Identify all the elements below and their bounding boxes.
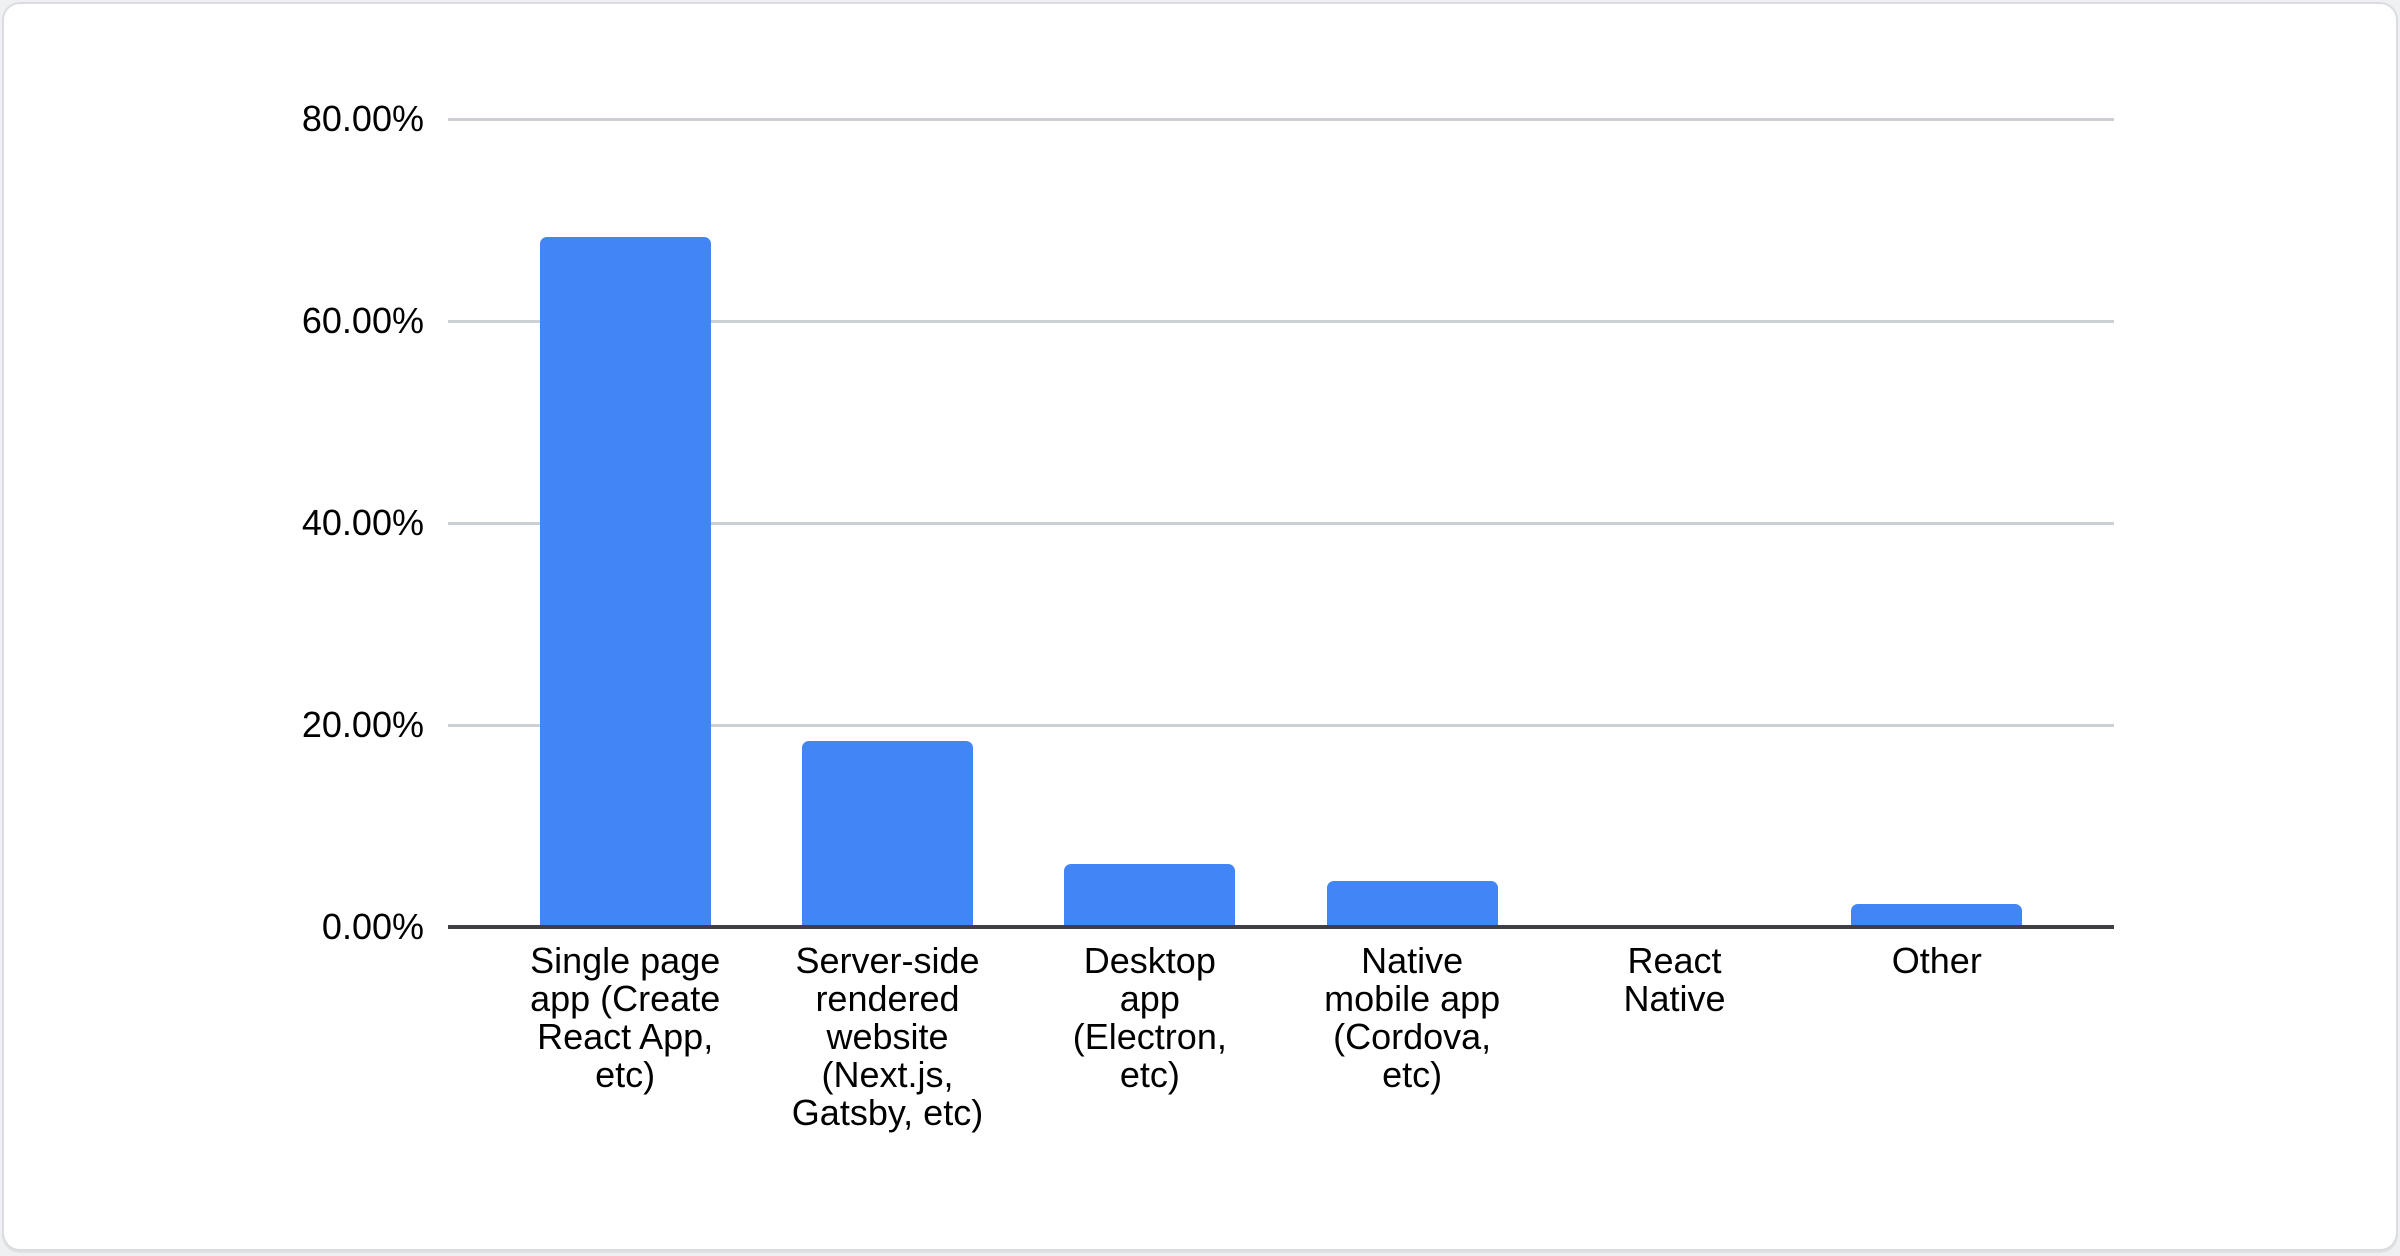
plot-area	[448, 118, 2114, 929]
bar-slot	[1543, 119, 1805, 927]
gridline	[448, 724, 2114, 727]
category-label-line: etc)	[1382, 1054, 1443, 1095]
bar[interactable]	[1326, 880, 1498, 927]
category-label-line: Other	[1891, 940, 1982, 981]
gridline	[448, 320, 2114, 323]
x-axis-category-label: Native mobile app (Cordova, etc)	[1281, 942, 1543, 1132]
category-label-line: (Electron,	[1072, 1016, 1227, 1057]
bar[interactable]	[1064, 864, 1236, 927]
category-label-line: (Cordova,	[1333, 1016, 1492, 1057]
category-label-line: etc)	[1119, 1054, 1180, 1095]
x-axis-category-label: Single page app (Create React App, etc)	[494, 942, 756, 1132]
category-label-line: app	[1119, 978, 1180, 1019]
category-label-line: (Next.js,	[821, 1054, 954, 1095]
x-axis-category-label: Other	[1806, 942, 2068, 1132]
category-label-line: React	[1627, 940, 1722, 981]
category-label-line: Native	[1623, 978, 1726, 1019]
bar-slot	[1019, 119, 1281, 927]
y-axis-tick-label: 40.00%	[301, 502, 424, 543]
bars-group	[448, 119, 2114, 927]
category-label-line: rendered	[815, 978, 960, 1019]
category-label-line: Single page	[530, 940, 721, 981]
category-label-line: Desktop	[1083, 940, 1216, 981]
y-axis-tick-label: 80.00%	[301, 98, 424, 139]
bar[interactable]	[1851, 903, 2023, 927]
category-label-line: Native	[1361, 940, 1464, 981]
bar[interactable]	[539, 237, 711, 927]
category-label-line: etc)	[595, 1054, 656, 1095]
category-label-line: React App,	[537, 1016, 714, 1057]
category-label-line: Gatsby, etc)	[791, 1092, 984, 1133]
gridline	[448, 118, 2114, 121]
bar[interactable]	[801, 741, 973, 927]
bar-slot	[494, 119, 756, 927]
x-axis-category-label: React Native	[1543, 942, 1805, 1132]
category-label-line: Server-side	[795, 940, 980, 981]
category-label-line: app (Create	[530, 978, 721, 1019]
category-label-line: mobile app	[1324, 978, 1501, 1019]
bar-slot	[756, 119, 1018, 927]
gridline	[448, 522, 2114, 525]
y-axis-tick-label: 20.00%	[301, 704, 424, 745]
bar-slot	[1806, 119, 2068, 927]
x-axis-category-labels: Single page app (Create React App, etc) Serv…	[494, 942, 2068, 1132]
y-axis-tick-label: 0.00%	[321, 906, 424, 947]
x-axis-category-label: Desktop app (Electron, etc)	[1019, 942, 1281, 1132]
x-axis-baseline	[448, 925, 2114, 929]
x-axis-category-label: Server-side rendered website (Next.js, Gatsb…	[756, 942, 1018, 1132]
category-label-line: website	[826, 1016, 949, 1057]
bar-slot	[1281, 119, 1543, 927]
y-axis-tick-label: 60.00%	[301, 300, 424, 341]
